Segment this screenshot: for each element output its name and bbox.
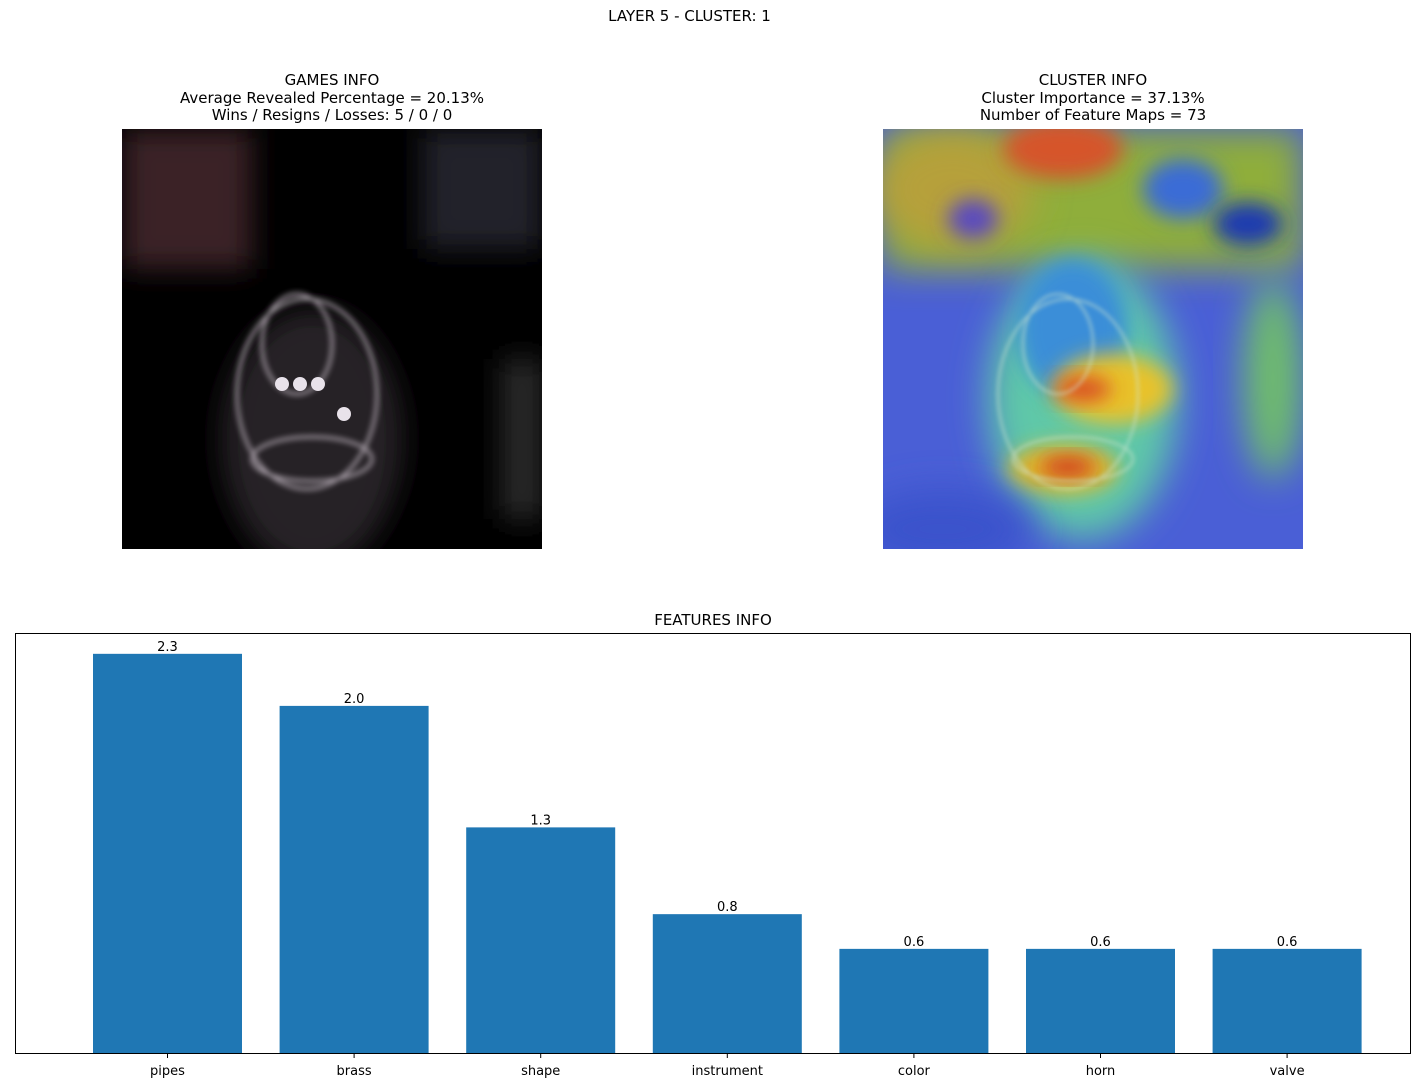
bar <box>1026 948 1175 1053</box>
bar <box>466 827 616 1053</box>
average-revealed-percentage: Average Revealed Percentage = 20.13% <box>179 88 484 107</box>
x-tick-label: color <box>898 1064 931 1079</box>
x-tick-label: horn <box>1086 1064 1116 1079</box>
bar <box>279 705 429 1053</box>
x-tick-label: shape <box>521 1064 560 1079</box>
x-tick-label: valve <box>1270 1064 1305 1079</box>
bar-value-label: 2.3 <box>157 640 178 655</box>
bar-value-label: 0.6 <box>1090 935 1111 950</box>
cluster-info-title-block: CLUSTER INFO Cluster Importance = 37.13%… <box>883 71 1303 125</box>
bar <box>93 653 242 1053</box>
cluster-heatmap-image <box>883 129 1303 549</box>
cluster-importance: Cluster Importance = 37.13% <box>981 88 1205 107</box>
bar-value-label: 0.8 <box>717 900 738 915</box>
cluster-info-title: CLUSTER INFO <box>1038 71 1148 89</box>
bar <box>1212 948 1362 1053</box>
games-info-title-block: GAMES INFO Average Revealed Percentage =… <box>122 71 542 125</box>
bar <box>839 948 989 1053</box>
games-info-title: GAMES INFO <box>284 71 380 89</box>
chart-title: FEATURES INFO <box>654 611 772 629</box>
wins-resigns-losses: Wins / Resigns / Losses: 5 / 0 / 0 <box>211 106 453 124</box>
bar-value-label: 1.3 <box>530 813 551 828</box>
bar-value-label: 2.0 <box>344 692 365 707</box>
x-tick-label: instrument <box>692 1064 763 1079</box>
number-of-feature-maps: Number of Feature Maps = 73 <box>979 106 1207 124</box>
x-tick-label: brass <box>337 1064 372 1079</box>
bar-value-label: 0.6 <box>1277 935 1298 950</box>
figure-title: LAYER 5 - CLUSTER: 1 <box>608 7 771 25</box>
bar-value-label: 0.6 <box>904 935 925 950</box>
plot-frame <box>15 633 1411 1054</box>
bar <box>652 914 802 1053</box>
masked-revealed-image <box>122 129 542 549</box>
x-tick-label: pipes <box>150 1064 185 1079</box>
